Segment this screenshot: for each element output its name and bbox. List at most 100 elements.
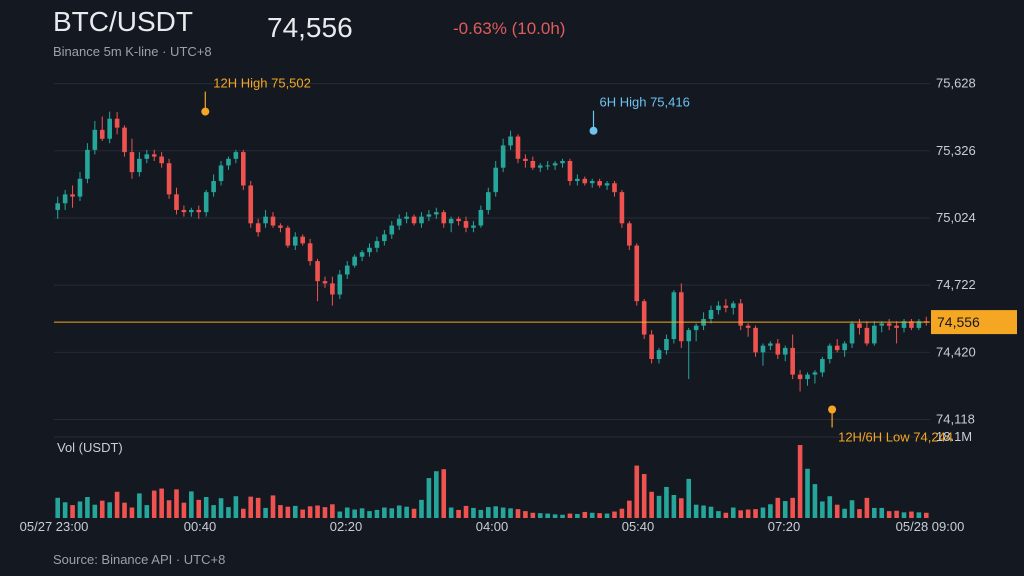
time-tick-label: 05:40 (622, 519, 655, 534)
candle-body (263, 216, 268, 224)
price-change: -0.63% (10.0h) (453, 19, 566, 38)
volume-max-label: 18.1M (936, 429, 972, 444)
price-tick-label: 75,024 (936, 210, 976, 225)
candle-body (382, 234, 387, 242)
volume-bar (374, 509, 380, 518)
candle-body (315, 261, 320, 282)
volume-bar (322, 507, 328, 518)
candle-body (827, 345, 833, 360)
volume-bar (85, 497, 90, 518)
candle-body (122, 127, 127, 153)
price-axis: 74,118 74,420 74,722 75,024 75,326 75,628 (936, 76, 976, 427)
volume-bar (448, 507, 454, 518)
candle-body (508, 136, 513, 146)
volume-bar (500, 507, 506, 518)
volume-bar (508, 508, 513, 518)
candle-body (218, 165, 224, 182)
candle-body (404, 216, 409, 219)
candle-body (77, 178, 83, 197)
candle-body (686, 330, 692, 342)
candle-body (285, 227, 291, 246)
volume-bar (463, 505, 469, 518)
volume-bar (552, 514, 558, 518)
volume-bar (263, 507, 268, 518)
candle-body (723, 305, 729, 308)
volume-bar (255, 497, 261, 518)
volume-bar (909, 511, 914, 518)
volume-bar (753, 509, 758, 518)
candle-body (515, 136, 521, 159)
volume-bar (820, 501, 825, 518)
volume-bar (315, 505, 320, 518)
volume-bar (344, 507, 350, 518)
candle-body (330, 283, 335, 295)
candle-body (92, 129, 98, 150)
volume-bar (872, 507, 877, 518)
volume-bar (723, 512, 729, 518)
volume-bar (248, 496, 254, 518)
candle-body (448, 218, 454, 224)
volume-bar (196, 499, 202, 518)
volume-bar (634, 465, 640, 518)
candle-body (500, 145, 506, 168)
volume-bar (686, 478, 692, 518)
candle-body (159, 156, 164, 164)
candle-body (241, 152, 246, 186)
candle-body (203, 192, 209, 213)
time-tick-label: 04:00 (476, 519, 509, 534)
candle-body (426, 214, 432, 217)
price-tick-label: 74,722 (936, 277, 976, 292)
candle-body (523, 158, 528, 161)
candle-body (62, 194, 68, 204)
candle-body (760, 345, 766, 353)
volume-bar (107, 502, 112, 518)
time-axis: 05/27 23:00 00:40 02:20 04:00 05:40 07:20 05/2… (20, 519, 965, 534)
volume-bar (649, 491, 654, 518)
price-tick-label: 75,628 (936, 76, 976, 91)
volume-bar (411, 508, 417, 518)
volume-bar (612, 511, 617, 518)
volume-bar (701, 505, 706, 518)
candle-body (909, 321, 914, 328)
volume-bar (812, 484, 818, 518)
volume-bar (62, 502, 68, 518)
candle-body (879, 323, 885, 326)
volume-bar (330, 504, 335, 518)
volume-bar (77, 501, 83, 518)
candle-body (805, 374, 810, 380)
high-6h-label: 6H High 75,416 (600, 95, 690, 110)
volume-bar (775, 497, 781, 518)
volume-bar (805, 468, 810, 518)
time-tick-label: 05/27 23:00 (20, 519, 89, 534)
candle-body (597, 181, 602, 186)
volume-bar (292, 505, 298, 518)
candle-body (649, 334, 654, 360)
volume-bar (270, 495, 276, 518)
volume-bar (389, 508, 395, 518)
candle-body (849, 323, 855, 344)
candle-body (471, 225, 476, 228)
low-label: 12H/6H Low 74,244 (838, 430, 953, 445)
price-tick-label: 74,420 (936, 344, 976, 359)
candle-body (560, 161, 565, 164)
volume-bar (70, 505, 75, 518)
volume-bar (485, 507, 491, 518)
candle-body (255, 223, 261, 233)
volume-bar (218, 498, 224, 518)
candle-body (248, 185, 254, 224)
candle-body (478, 209, 484, 226)
volume-bar (129, 507, 135, 518)
candle-body (456, 218, 461, 222)
volume-bar (679, 498, 684, 518)
volume-bar (99, 500, 105, 518)
volume-bar (834, 504, 840, 518)
last-price-tag-bg (931, 310, 1017, 335)
candle-body (389, 225, 395, 235)
candle-body (322, 281, 328, 284)
candle-body (434, 212, 439, 215)
volume-bar (864, 497, 870, 518)
candle-body (211, 181, 216, 193)
candle-body (545, 165, 550, 167)
volume-bar (567, 513, 573, 518)
